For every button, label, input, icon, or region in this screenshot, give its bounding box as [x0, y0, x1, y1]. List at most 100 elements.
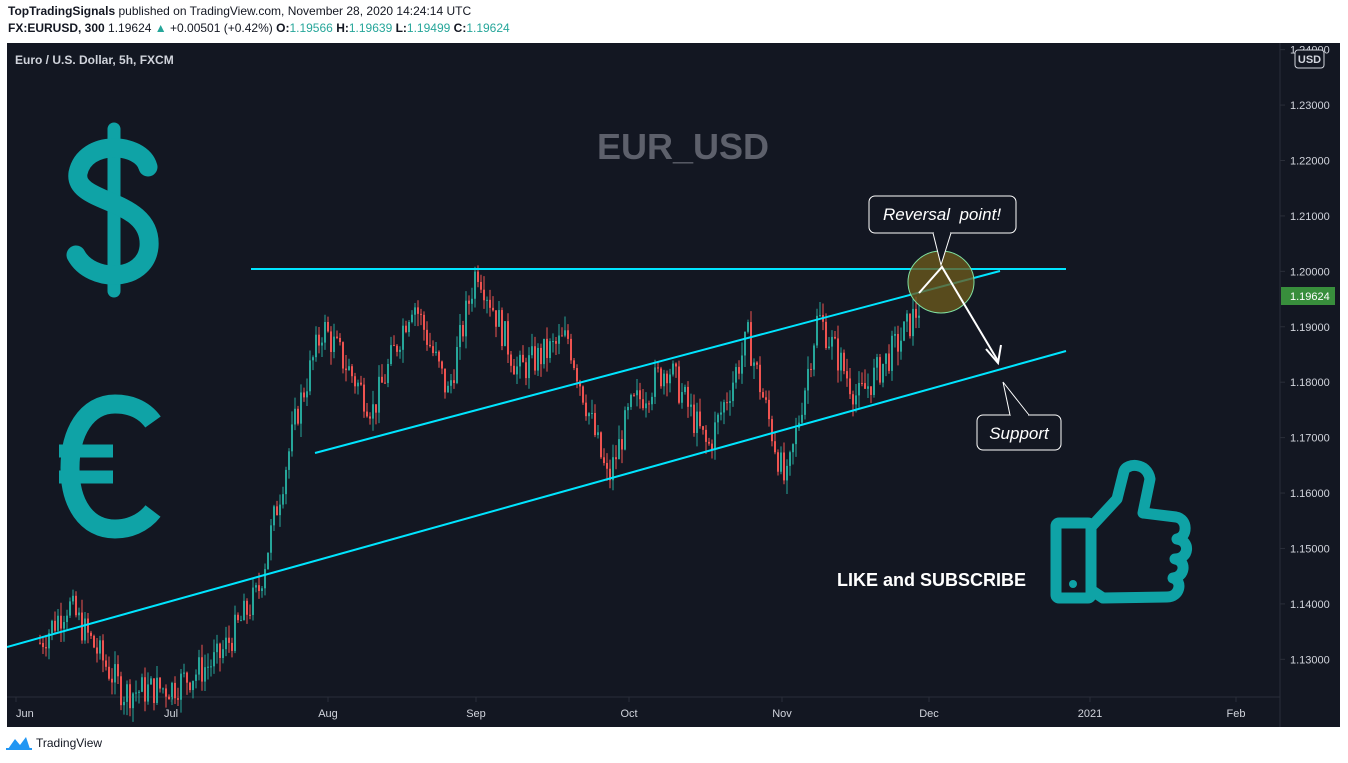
- candle: [714, 411, 716, 460]
- candle-body: [390, 345, 392, 364]
- candle-body: [99, 640, 101, 654]
- candle: [660, 366, 662, 389]
- currency-badge[interactable]: [1294, 49, 1325, 69]
- candle: [540, 343, 542, 377]
- candle: [243, 593, 245, 621]
- candle: [87, 612, 89, 644]
- candle-body: [309, 360, 311, 392]
- candle-body: [537, 347, 539, 371]
- candle: [702, 425, 704, 435]
- candle: [708, 437, 710, 446]
- candle: [852, 390, 854, 417]
- reversal-callout[interactable]: Reversal point!: [868, 195, 1017, 267]
- candle-body: [636, 390, 638, 396]
- candle: [279, 494, 281, 527]
- candle: [504, 320, 506, 347]
- x-tick-label: Jun: [16, 708, 34, 720]
- candle: [888, 344, 890, 374]
- candle-body: [165, 688, 167, 697]
- candle-body: [135, 692, 137, 694]
- candle-body: [768, 399, 770, 420]
- y-tick-label: 1.21000: [1290, 211, 1330, 223]
- candle-body: [387, 363, 389, 383]
- candle: [549, 338, 551, 363]
- candle-body: [789, 452, 791, 466]
- candle: [693, 394, 695, 437]
- symbol-label: FX:EURUSD, 300: [8, 21, 105, 35]
- support-line[interactable]: [6, 350, 1067, 648]
- candle: [171, 681, 173, 706]
- candle-body: [681, 392, 683, 403]
- candle-body: [510, 354, 512, 366]
- candle-body: [279, 504, 281, 516]
- chart-frame[interactable]: 1.13000 1.14000 1.15000 1.16000 1.17000 1.180…: [6, 43, 1340, 727]
- candle: [516, 356, 518, 384]
- candle: [453, 369, 455, 389]
- candle: [126, 680, 128, 716]
- candle: [558, 323, 560, 355]
- candle: [669, 368, 671, 393]
- candle-body: [753, 362, 755, 366]
- candle-body: [702, 426, 704, 430]
- watermark: EUR_USD: [597, 126, 769, 167]
- candle: [570, 333, 572, 364]
- candle: [552, 333, 554, 353]
- y-tick-label: 1.20000: [1290, 266, 1330, 278]
- support-label: Support: [989, 424, 1050, 443]
- candle: [54, 611, 56, 633]
- candle-body: [741, 355, 743, 374]
- author-name[interactable]: TopTradingSignals: [8, 4, 116, 18]
- candle: [798, 415, 800, 431]
- candle: [804, 387, 806, 420]
- candle-body: [666, 373, 668, 384]
- candle-body: [750, 322, 752, 366]
- candle: [99, 635, 101, 660]
- candle-body: [147, 684, 149, 702]
- candle: [261, 586, 263, 598]
- candle-body: [468, 300, 470, 304]
- candle-body: [837, 338, 839, 371]
- candle-body: [180, 673, 182, 700]
- candle-body: [126, 684, 128, 702]
- candle-body: [561, 335, 563, 337]
- candle-body: [573, 360, 575, 369]
- candle: [885, 353, 887, 377]
- candle: [84, 612, 86, 644]
- candle-body: [261, 588, 263, 591]
- candle: [573, 358, 575, 371]
- candle-body: [870, 386, 872, 395]
- candle: [471, 287, 473, 312]
- candle-body: [228, 637, 230, 643]
- candle: [771, 415, 773, 447]
- candle-body: [762, 392, 764, 398]
- candle: [273, 504, 275, 531]
- x-tick-label: Jul: [164, 708, 178, 720]
- candle-body: [678, 366, 680, 403]
- candle-body: [162, 688, 164, 690]
- price-chart[interactable]: 1.13000 1.14000 1.15000 1.16000 1.17000 1.180…: [6, 43, 1340, 727]
- candle: [288, 448, 290, 479]
- euro-sign-icon: [59, 394, 161, 539]
- cta-text: LIKE and SUBSCRIBE: [837, 570, 1026, 590]
- candle-body: [207, 666, 209, 668]
- candle: [672, 360, 674, 377]
- tradingview-branding[interactable]: TradingView: [6, 735, 102, 751]
- y-tick-label: 1.23000: [1290, 100, 1330, 112]
- candle-body: [675, 363, 677, 367]
- candle: [465, 291, 467, 349]
- candle: [408, 319, 410, 337]
- candle: [90, 630, 92, 639]
- support-callout[interactable]: Support: [976, 381, 1062, 451]
- candle-body: [330, 331, 332, 352]
- candle: [72, 589, 74, 605]
- candle: [726, 392, 728, 411]
- candle-body: [78, 612, 80, 616]
- candle-body: [186, 672, 188, 683]
- channel-upper-line[interactable]: [314, 270, 1001, 454]
- candle-body: [471, 298, 473, 304]
- candle-body: [105, 660, 107, 667]
- candle-body: [528, 355, 530, 379]
- candle-body: [801, 414, 803, 423]
- candle: [912, 298, 914, 346]
- candle: [135, 680, 137, 702]
